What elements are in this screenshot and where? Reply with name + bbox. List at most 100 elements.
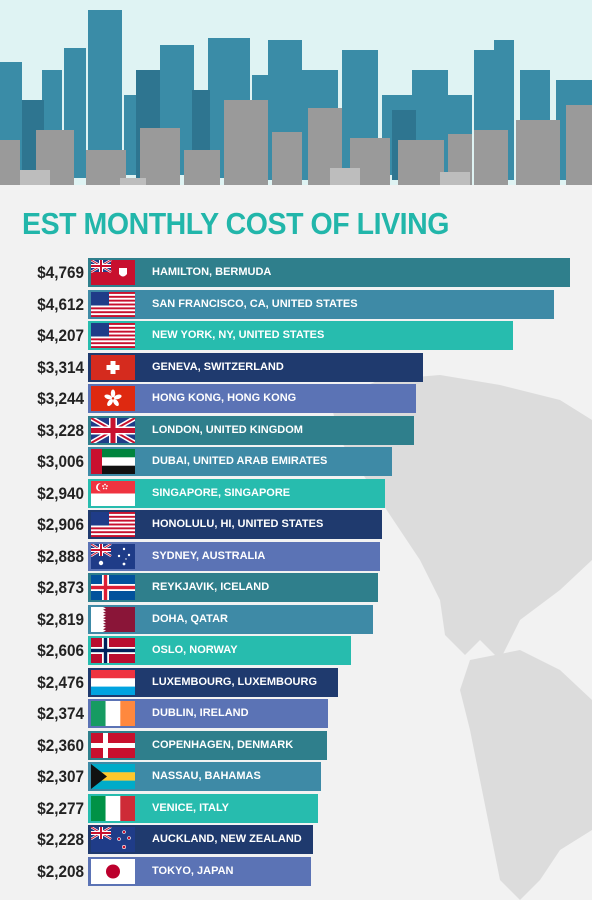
hong-kong-flag-icon [91,386,135,411]
bar: HAMILTON, BERMUDA [88,258,570,287]
bar: SYDNEY, AUSTRALIA [88,541,380,571]
category-label: HONOLULU, HI, UNITED STATES [152,518,324,530]
bar-row: $2,374 DUBLIN, IRELAND [0,699,592,728]
value-label: $3,228 [37,420,84,440]
bar-row: $2,476 LUXEMBOURG, LUXEMBOURG [0,667,592,697]
category-label: AUCKLAND, NEW ZEALAND [152,833,302,845]
bar: AUCKLAND, NEW ZEALAND [88,825,314,854]
bar: REYKJAVIK, ICELAND [88,573,379,602]
value-label: $2,476 [37,672,84,692]
value-label: $2,228 [37,830,84,849]
category-label: NEW YORK, NY, UNITED STATES [152,329,325,341]
bar: SINGAPORE, SINGAPORE [88,478,386,508]
uk-flag-icon [91,417,135,443]
bar-row: $2,906 HONOLULU, HI, UNITED STATES [0,510,592,539]
value-label: $4,207 [37,326,84,345]
bar-row: $3,006 DUBAI, UNITED ARAB EMIRATES [0,447,592,476]
value-label: $3,006 [37,452,84,471]
bar-row: $4,612 SAN FRANCISCO, CA, UNITED STATES [0,289,592,319]
bar: HONOLULU, HI, UNITED STATES [88,510,382,539]
category-label: LUXEMBOURG, LUXEMBOURG [152,675,317,688]
category-label: NASSAU, BAHAMAS [152,770,261,782]
switzerland-flag-icon [91,354,135,380]
bar: VENICE, ITALY [88,793,319,823]
usa-flag-icon [91,512,135,537]
bar: LUXEMBOURG, LUXEMBOURG [88,667,339,697]
category-label: SYDNEY, AUSTRALIA [152,549,266,562]
category-label: DOHA, QATAR [152,612,228,625]
value-label: $2,940 [37,483,84,503]
ireland-flag-icon [91,701,135,726]
bar: LONDON, UNITED KINGDOM [88,415,415,445]
australia-flag-icon [91,543,135,569]
category-label: HAMILTON, BERMUDA [152,266,272,278]
bar-row: $2,819 DOHA, QATAR [0,604,592,634]
category-label: SAN FRANCISCO, CA, UNITED STATES [152,297,358,310]
bar: DOHA, QATAR [88,604,373,634]
bar-row: $2,208 TOKYO, JAPAN [0,856,592,886]
bar-row: $3,244 HONG KONG, HONG KONG [0,384,592,413]
bar: NEW YORK, NY, UNITED STATES [88,321,514,350]
category-label: COPENHAGEN, DENMARK [152,738,294,751]
usa-flag-icon [91,323,135,348]
iceland-flag-icon [91,575,135,600]
qatar-flag-icon [91,606,135,632]
bar: DUBAI, UNITED ARAB EMIRATES [88,447,392,476]
category-label: OSLO, NORWAY [152,644,238,656]
bar-row: $2,940 SINGAPORE, SINGAPORE [0,478,592,508]
bahamas-flag-icon [91,764,135,789]
chart-title: EST MONTHLY COST OF LIVING [22,206,449,241]
category-label: REYKJAVIK, ICELAND [152,581,270,593]
category-label: DUBAI, UNITED ARAB EMIRATES [152,455,328,467]
bar: HONG KONG, HONG KONG [88,384,416,413]
luxembourg-flag-icon [91,669,135,695]
value-label: $2,307 [37,767,84,786]
category-label: LONDON, UNITED KINGDOM [152,423,303,436]
bar-row: $3,228 LONDON, UNITED KINGDOM [0,415,592,445]
value-label: $2,873 [37,578,84,597]
value-label: $2,888 [37,546,84,566]
bar-row: $2,873 REYKJAVIK, ICELAND [0,573,592,602]
denmark-flag-icon [91,732,135,758]
category-label: HONG KONG, HONG KONG [152,392,297,404]
new-zealand-flag-icon [91,827,135,852]
world-map-illustration [330,375,592,900]
singapore-flag-icon [91,480,135,506]
value-label: $4,769 [37,263,84,282]
bar-row: $2,606 OSLO, NORWAY [0,636,592,665]
value-label: $3,244 [37,389,84,408]
value-label: $2,374 [37,704,84,723]
bar-row: $2,360 COPENHAGEN, DENMARK [0,730,592,760]
city-skyline-illustration [0,0,592,215]
value-label: $2,819 [37,609,84,629]
bar-row: $2,228 AUCKLAND, NEW ZEALAND [0,825,592,854]
bar: TOKYO, JAPAN [88,856,312,886]
bar: NASSAU, BAHAMAS [88,762,322,791]
bar-row: $3,314 GENEVA, SWITZERLAND [0,352,592,382]
bar: COPENHAGEN, DENMARK [88,730,327,760]
bermuda-flag-icon [91,260,135,285]
uae-flag-icon [91,449,135,474]
norway-flag-icon [91,638,135,663]
value-label: $2,906 [37,515,84,534]
value-label: $2,606 [37,641,84,660]
japan-flag-icon [91,858,135,884]
bar: DUBLIN, IRELAND [88,699,328,728]
bar-row: $2,888 SYDNEY, AUSTRALIA [0,541,592,571]
bar-row: $2,307 NASSAU, BAHAMAS [0,762,592,791]
italy-flag-icon [91,795,135,821]
category-label: DUBLIN, IRELAND [152,707,249,719]
value-label: $2,208 [37,861,84,881]
category-label: SINGAPORE, SINGAPORE [152,486,291,499]
value-label: $2,360 [37,735,84,755]
bar-row: $2,277 VENICE, ITALY [0,793,592,823]
bar-row: $4,769 HAMILTON, BERMUDA [0,258,592,287]
bar: GENEVA, SWITZERLAND [88,352,423,382]
category-label: VENICE, ITALY [152,801,230,814]
usa-flag-icon [91,291,135,317]
value-label: $3,314 [37,357,84,377]
category-label: GENEVA, SWITZERLAND [152,360,284,373]
bar: SAN FRANCISCO, CA, UNITED STATES [88,289,555,319]
bar-row: $4,207 NEW YORK, NY, UNITED STATES [0,321,592,350]
